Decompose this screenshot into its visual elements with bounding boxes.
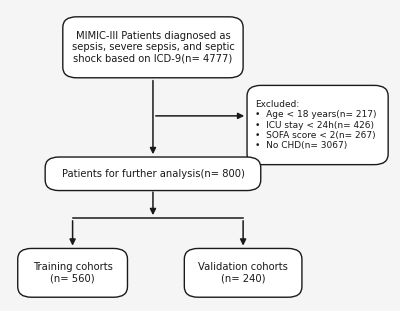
Text: Validation cohorts
(n= 240): Validation cohorts (n= 240) <box>198 262 288 284</box>
FancyBboxPatch shape <box>45 157 261 191</box>
FancyBboxPatch shape <box>18 248 128 297</box>
FancyBboxPatch shape <box>63 17 243 78</box>
FancyBboxPatch shape <box>247 86 388 165</box>
Text: MIMIC-III Patients diagnosed as
sepsis, severe sepsis, and septic
shock based on: MIMIC-III Patients diagnosed as sepsis, … <box>72 31 234 64</box>
Text: Training cohorts
(n= 560): Training cohorts (n= 560) <box>33 262 112 284</box>
Text: Patients for further analysis(n= 800): Patients for further analysis(n= 800) <box>62 169 244 179</box>
Text: Excluded:
•  Age < 18 years(n= 217)
•  ICU stay < 24h(n= 426)
•  SOFA score < 2(: Excluded: • Age < 18 years(n= 217) • ICU… <box>255 100 376 150</box>
FancyBboxPatch shape <box>184 248 302 297</box>
